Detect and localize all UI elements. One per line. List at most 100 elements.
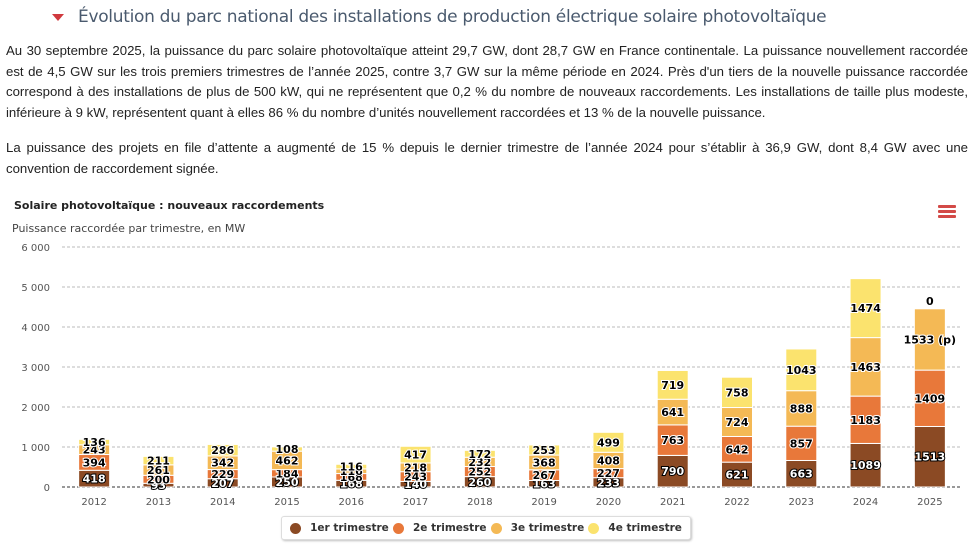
bar-segment [785, 348, 818, 392]
data-label: 1043 [786, 364, 817, 377]
x-tick-label: 2019 [531, 497, 556, 508]
data-label: 368 [533, 456, 556, 469]
legend-item-q4[interactable]: 4e trimestre [588, 522, 682, 534]
data-label: 1089 [850, 459, 881, 472]
data-label: 243 [83, 444, 106, 457]
x-tick-label: 2018 [467, 497, 492, 508]
bar-segment [849, 278, 882, 339]
data-label: 790 [661, 465, 684, 478]
data-label: 663 [790, 468, 813, 481]
data-label: 1463 [850, 361, 881, 374]
data-label: 758 [726, 386, 749, 399]
y-tick-label: 2 000 [21, 403, 50, 414]
y-tick-label: 1 000 [21, 443, 50, 454]
x-tick-label: 2024 [853, 497, 878, 508]
data-label: 408 [597, 454, 620, 467]
data-label: 462 [276, 454, 299, 467]
paragraph-summary: Au 30 septembre 2025, la puissance du pa… [6, 43, 968, 120]
bar-segment [849, 337, 882, 397]
bar-segment [785, 390, 818, 427]
y-tick-label: 3 000 [21, 363, 50, 374]
x-tick-label: 2021 [660, 497, 685, 508]
data-label: 394 [83, 456, 106, 469]
caret-down-icon[interactable] [52, 13, 64, 21]
bar-segment [78, 438, 111, 446]
legend-dot-icon [392, 522, 404, 534]
bar-segment [142, 455, 175, 466]
section-title: Évolution du parc national des installat… [78, 7, 827, 27]
data-label: 621 [726, 469, 749, 482]
data-label: 252 [468, 466, 491, 479]
data-label: 342 [211, 457, 234, 470]
bar-segment [849, 442, 882, 488]
y-tick-label: 0 [44, 483, 50, 494]
data-label: 1533 (p) [904, 333, 956, 346]
legend-label: 1er trimestre [310, 522, 389, 534]
legend-item-q3[interactable]: 3e trimestre [490, 522, 585, 534]
data-label: 232 [468, 456, 491, 469]
data-label: 218 [404, 461, 427, 474]
data-label: 888 [790, 402, 813, 415]
data-label: 233 [597, 476, 620, 489]
bar-segment [656, 369, 689, 400]
data-label: 261 [147, 464, 170, 477]
data-label: 0 [926, 295, 934, 308]
y-tick-label: 6 000 [21, 243, 50, 254]
section-heading[interactable]: Évolution du parc national des installat… [52, 4, 827, 30]
data-label: 260 [468, 476, 491, 489]
data-label: 253 [533, 444, 556, 457]
data-label: 200 [147, 473, 170, 486]
data-label: 243 [404, 471, 427, 484]
chart-subtitle: Puissance raccordée par trimestre, en MW [12, 222, 246, 235]
bar-segment [913, 369, 946, 427]
data-label: 1409 [915, 392, 946, 405]
bar-segment [206, 443, 239, 457]
bar-segment [785, 459, 818, 488]
data-label: 227 [597, 467, 620, 480]
hamburger-menu-icon[interactable] [938, 205, 956, 221]
bar-segment [528, 444, 561, 456]
data-label: 857 [790, 437, 813, 450]
legend-item-q2[interactable]: 2e trimestre [392, 522, 487, 534]
bar-segment [656, 454, 689, 488]
x-tick-label: 2016 [339, 497, 364, 508]
data-label: 172 [468, 448, 491, 461]
paragraph-queue: La puissance des projets en file d’atten… [6, 140, 968, 176]
x-tick-label: 2015 [274, 497, 299, 508]
legend-dot-icon [588, 522, 600, 534]
bar-segment [335, 463, 368, 470]
data-label: 229 [211, 468, 234, 481]
legend-label: 4e trimestre [608, 522, 682, 534]
chart-legend: 1er trimestre 2e trimestre 3e trimestre … [281, 516, 691, 540]
data-label: 418 [83, 473, 106, 486]
legend-dot-icon [290, 522, 302, 534]
data-label: 1513 [915, 451, 946, 464]
bar-segment [913, 308, 946, 371]
data-label: 417 [404, 449, 427, 462]
bar-segment [656, 424, 689, 456]
legend-label: 3e trimestre [510, 522, 585, 534]
x-tick-label: 2014 [210, 497, 235, 508]
bar-segment [592, 431, 625, 453]
data-label: 1183 [850, 414, 881, 427]
data-label: 211 [147, 455, 170, 468]
data-label: 499 [597, 436, 620, 449]
x-tick-label: 2022 [724, 497, 749, 508]
bar-segment [721, 376, 753, 409]
legend-item-q1[interactable]: 1er trimestre [290, 522, 389, 534]
data-label: 250 [276, 476, 299, 489]
legend-dot-icon [490, 522, 502, 534]
data-label: 763 [661, 434, 684, 447]
bar-segment [271, 446, 303, 452]
data-label: 108 [276, 443, 299, 456]
x-tick-label: 2020 [596, 497, 621, 508]
y-tick-label: 4 000 [21, 323, 50, 334]
data-label: 116 [340, 461, 363, 474]
bar-segment [721, 435, 753, 463]
x-tick-label: 2017 [403, 497, 428, 508]
data-label: 719 [661, 379, 684, 392]
data-label: 267 [533, 469, 556, 482]
y-tick-label: 5 000 [21, 283, 50, 294]
legend-label: 2e trimestre [412, 522, 487, 534]
